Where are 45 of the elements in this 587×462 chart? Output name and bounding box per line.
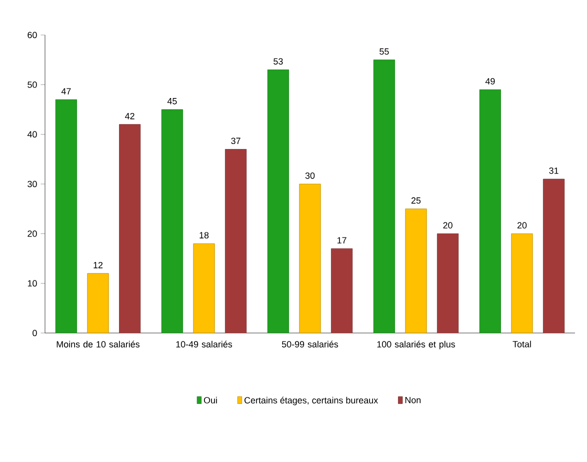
bar (331, 248, 353, 333)
y-tick-label: 50 (28, 81, 37, 88)
bar (511, 233, 533, 333)
bar (299, 184, 321, 333)
bar (161, 109, 183, 333)
data-label: 53 (274, 58, 283, 65)
bar (405, 208, 427, 333)
data-label: 49 (485, 78, 495, 84)
data-label: 31 (549, 168, 558, 174)
bar (543, 178, 565, 333)
data-label: 30 (305, 172, 315, 179)
y-tick-label: 10 (28, 280, 37, 287)
bar (119, 124, 141, 333)
data-label: 17 (338, 237, 346, 244)
data-label: 20 (517, 222, 527, 228)
data-label: 47 (61, 88, 71, 94)
data-label: 18 (200, 232, 209, 238)
x-tick-label: Moins de 10 salariés (56, 340, 140, 348)
bar (373, 60, 395, 333)
x-tick-label: Total (512, 340, 531, 348)
data-label: 20 (443, 222, 452, 228)
bar (193, 243, 215, 333)
data-label: 55 (380, 48, 389, 55)
bar (225, 149, 247, 333)
data-label: 45 (167, 98, 177, 104)
y-tick-label: 20 (28, 230, 37, 237)
data-label: 25 (411, 197, 421, 204)
bar (479, 89, 501, 333)
legend-label: Non (405, 396, 421, 404)
y-tick-label: 30 (28, 180, 37, 188)
bar (55, 99, 77, 333)
legend-label: Oui (204, 396, 217, 404)
y-tick-label: 0 (32, 330, 37, 336)
y-tick-label: 40 (27, 131, 37, 138)
data-label: 12 (94, 262, 103, 268)
legend-label: Certains étages, certains bureaux (244, 396, 378, 406)
x-tick-label: 100 salariés et plus (377, 340, 456, 350)
data-label: 42 (125, 112, 134, 120)
bar (437, 233, 459, 333)
y-tick-label: 60 (28, 32, 37, 38)
x-tick-label: 50-99 salariés (282, 340, 338, 348)
x-tick-label: 10-49 salariés (176, 340, 232, 348)
data-label: 37 (231, 138, 240, 144)
bar (267, 70, 289, 333)
bar (87, 273, 109, 333)
